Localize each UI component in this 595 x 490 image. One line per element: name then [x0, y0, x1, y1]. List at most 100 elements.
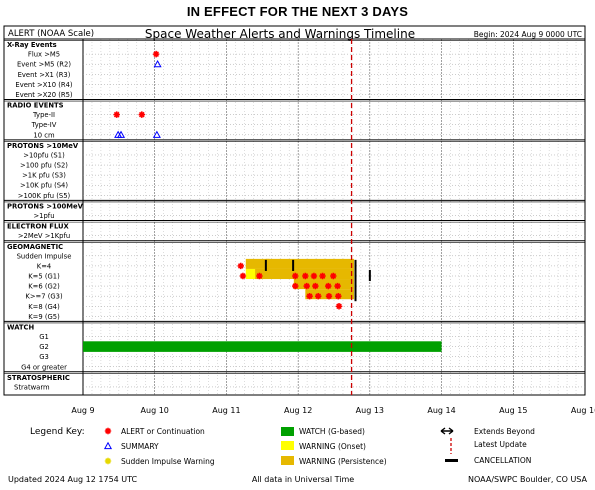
x-tick-label: Aug 16: [571, 406, 595, 415]
x-tick-label: Aug 10: [141, 406, 169, 415]
alert-marker: [334, 282, 341, 290]
row-label-10cm: 10 cm: [33, 131, 55, 139]
row-label-r5: Event >X20 (R5): [15, 91, 72, 99]
row-label-k5: K=5 (G1): [28, 272, 60, 280]
row-label-r2: Event >M5 (R2): [17, 61, 71, 69]
alert-marker: [325, 292, 333, 300]
row-label-p1pfu: >1pfu: [33, 212, 54, 220]
legend-extends-icon: [440, 427, 454, 435]
legend-persistence-label: WARNING (Persistence): [299, 457, 387, 466]
row-label-s2: >100 pfu (S2): [20, 162, 68, 170]
row-label-g3: G3: [39, 353, 49, 361]
cancellation-mark: [354, 280, 357, 292]
legend-summary-label: SUMMARY: [121, 442, 159, 451]
alert-marker: [335, 292, 342, 300]
row-header-p10-h: PROTONS >10MeV: [7, 142, 79, 150]
scale-label: ALERT (NOAA Scale): [8, 29, 94, 39]
legend-onset-swatch: [281, 441, 294, 450]
x-tick-label: Aug 9: [71, 406, 94, 415]
x-tick-label: Aug 13: [356, 406, 384, 415]
watch-box: [83, 341, 442, 352]
row-label-s5: >100K pfu (S5): [18, 192, 71, 200]
legend-alert-label: ALERT or Continuation: [121, 427, 205, 436]
summary-marker: [152, 130, 161, 138]
alert-marker: [152, 50, 160, 58]
row-label-g1: G1: [39, 333, 49, 341]
legend-extends-label: Extends Beyond: [474, 427, 535, 436]
legend-alert-icon: [104, 427, 112, 435]
begin-date: Begin: 2024 Aug 9 0000 UTC: [474, 30, 582, 39]
row-label-k6: K=6 (G2): [28, 283, 60, 291]
alert-marker: [256, 272, 263, 280]
legend-watch-swatch: [281, 427, 294, 436]
alert-marker: [325, 282, 332, 290]
alert-marker: [237, 262, 244, 270]
summary-marker: [153, 59, 162, 68]
legend-sudden-label: Sudden Impulse Warning: [121, 457, 215, 466]
row-label-type2: Type-II: [32, 111, 55, 119]
legend-watch-label: WATCH (G-based): [299, 427, 365, 436]
banner-title: IN EFFECT FOR THE NEXT 3 DAYS: [186, 4, 409, 19]
row-header-xray-h: X-Ray Events: [7, 41, 57, 49]
row-label-g2: G2: [39, 343, 49, 351]
alert-marker: [292, 272, 299, 280]
x-tick-label: Aug 11: [212, 406, 240, 415]
cancellation-mark: [264, 259, 267, 271]
alert-marker: [138, 111, 146, 118]
row-header-geo-h: GEOMAGNETIC: [7, 243, 63, 251]
row-header-p100-h: PROTONS >100MeV: [7, 202, 84, 210]
footer-timezone: All data in Universal Time: [252, 475, 354, 484]
footer-source: NOAA/SWPC Boulder, CO USA: [468, 475, 588, 484]
row-label-type4: Type-IV: [31, 121, 57, 129]
legend-onset-label: WARNING (Onset): [299, 442, 366, 451]
alert-marker: [330, 272, 337, 280]
row-label-s4: >10K pfu (S4): [20, 182, 68, 190]
alert-marker: [239, 272, 247, 280]
legend-title: Legend Key:: [30, 427, 85, 437]
legend-sudden-icon: [104, 457, 112, 465]
row-label-e2mev: >2MeV >1Kpfu: [18, 232, 70, 240]
row-label-k4: K=4: [37, 262, 51, 270]
row-label-r4: Event >X10 (R4): [15, 81, 72, 89]
row-label-flux: Flux >M5: [28, 51, 60, 59]
cancellation-mark: [354, 269, 357, 282]
alert-marker: [315, 292, 322, 300]
legend-cancel-icon: [445, 459, 458, 462]
persistence-box: [265, 258, 355, 269]
row-label-k7: K>=7 (G3): [25, 293, 63, 301]
row-label-s3: >1K pfu (S3): [22, 172, 66, 180]
row-label-k8: K=8 (G4): [28, 303, 60, 311]
x-tick-label: Aug 12: [284, 406, 312, 415]
footer-updated: Updated 2024 Aug 12 1754 UTC: [8, 475, 138, 484]
row-header-strat-h: STRATOSPHERIC: [7, 374, 70, 382]
alert-marker: [292, 282, 299, 290]
persistence-box: [293, 279, 355, 290]
x-tick-label: Aug 15: [499, 406, 527, 415]
row-header-e-h: ELECTRON FLUX: [7, 223, 70, 231]
row-header-radio-h: RADIO EVENTS: [7, 102, 64, 110]
alert-marker: [335, 303, 343, 310]
legend-summary-icon: [103, 441, 113, 450]
alert-marker: [319, 272, 326, 280]
row-label-si: Sudden Impulse: [17, 252, 72, 260]
cancellation-mark: [368, 269, 371, 282]
legend-latest-label: Latest Update: [474, 440, 527, 449]
x-tick-label: Aug 14: [427, 406, 455, 415]
row-label-k9: K=9 (G5): [28, 313, 60, 321]
row-label-g4: G4 or greater: [21, 363, 67, 371]
legend-persistence-swatch: [281, 456, 294, 465]
row-label-strat: Stratwarm: [14, 383, 50, 391]
alert-marker: [303, 282, 310, 290]
timeline-title: Space Weather Alerts and Warnings Timeli…: [145, 27, 415, 41]
cancellation-mark: [292, 259, 295, 271]
alert-marker: [310, 272, 318, 280]
cancellation-mark: [354, 259, 357, 271]
legend-cancel-label: CANCELLATION: [474, 456, 531, 465]
row-label-r3: Event >X1 (R3): [18, 71, 71, 79]
row-label-s1: >10pfu (S1): [23, 151, 65, 159]
row-header-watch-h: WATCH: [7, 323, 35, 331]
alert-marker: [312, 282, 319, 290]
cancellation-mark: [354, 290, 357, 302]
alert-marker: [306, 292, 313, 300]
